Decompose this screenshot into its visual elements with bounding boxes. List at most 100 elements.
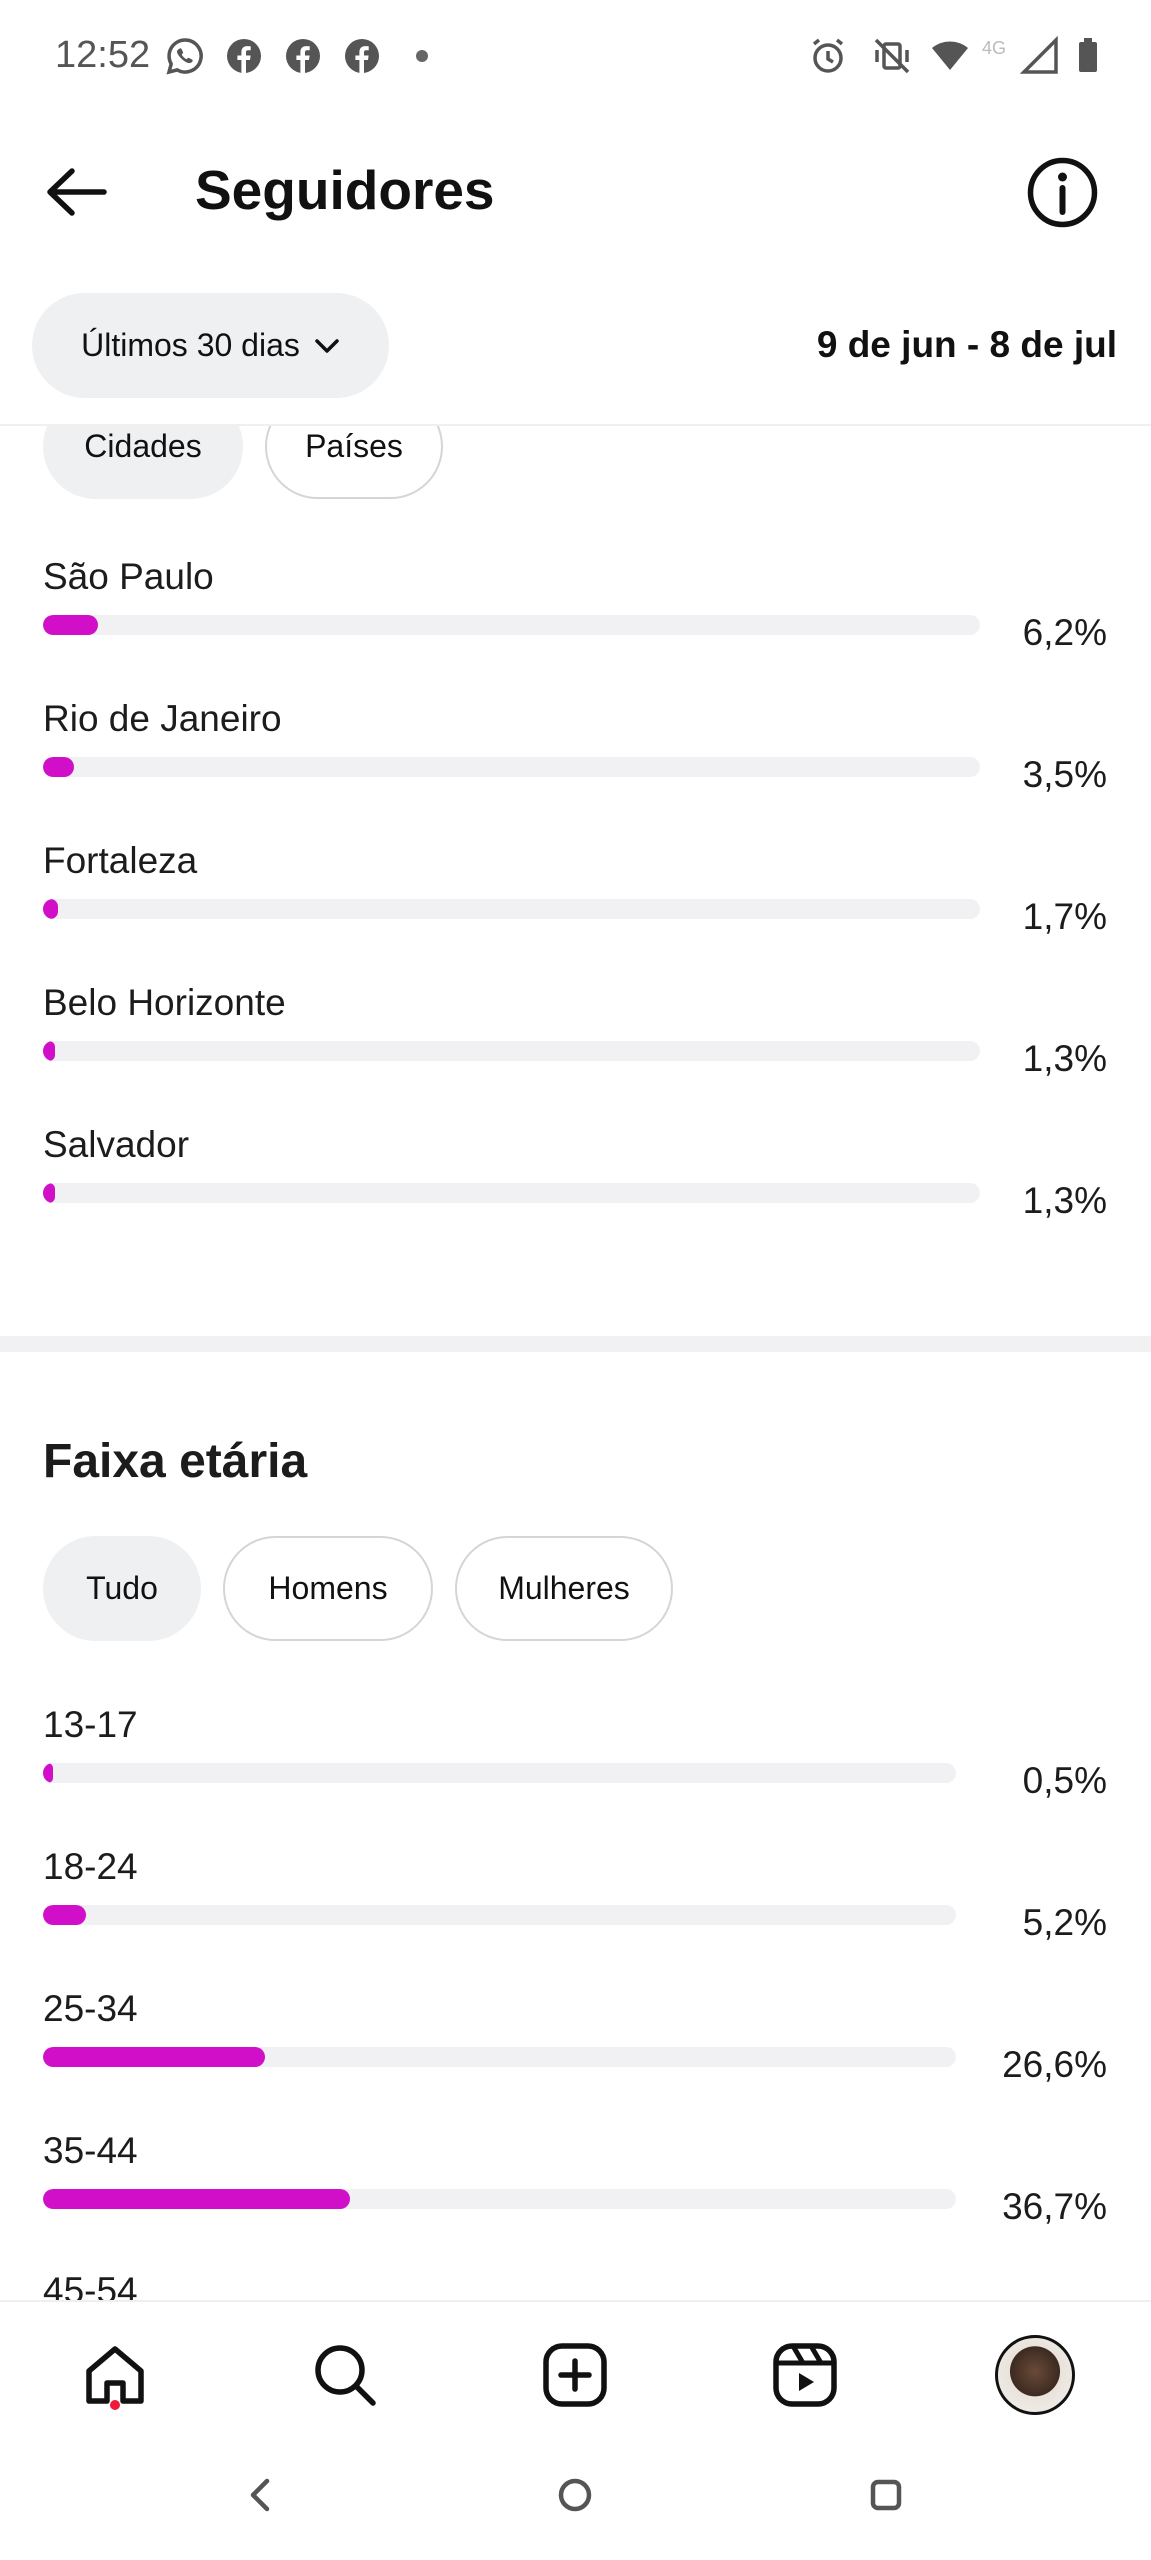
- notification-dot: [110, 2400, 120, 2410]
- facebook-icon: [345, 39, 379, 73]
- tab-mulheres[interactable]: Mulheres: [455, 1536, 673, 1641]
- status-time: 12:52: [55, 34, 151, 76]
- dot-icon: [416, 50, 428, 62]
- age-range-label: 13-17: [43, 1704, 138, 1745]
- progress-fill: [43, 2189, 350, 2209]
- age-range-label: 35-44: [43, 2130, 138, 2171]
- nav-profile[interactable]: [990, 2330, 1080, 2420]
- tab-homens[interactable]: Homens: [223, 1536, 433, 1641]
- nav-home[interactable]: [70, 2330, 160, 2420]
- reels-icon: [773, 2343, 837, 2407]
- percent-value: 1,3%: [1022, 1180, 1107, 1221]
- bottom-nav: [0, 2300, 1151, 2435]
- age-range-label: 25-34: [43, 1988, 138, 2029]
- home-icon: [86, 2346, 144, 2404]
- percent-value: 1,3%: [1022, 1038, 1107, 1079]
- nav-search[interactable]: [300, 2330, 390, 2420]
- battery-icon: [1079, 38, 1097, 72]
- divider: [0, 424, 1151, 426]
- age-range-label: 18-24: [43, 1846, 138, 1887]
- page-title: Seguidores: [195, 159, 495, 221]
- tab-label: Cidades: [84, 428, 202, 464]
- tab-cidades[interactable]: Cidades: [43, 426, 243, 499]
- city-label: Fortaleza: [43, 840, 198, 881]
- signal-4g-icon: [1020, 36, 1058, 74]
- list-item: Rio de Janeiro 3,5%: [0, 698, 1151, 838]
- progress-fill: [43, 899, 58, 919]
- progress-fill: [43, 757, 74, 777]
- back-button[interactable]: [36, 155, 116, 229]
- chevron-down-icon: [315, 338, 339, 353]
- nav-reels[interactable]: [760, 2330, 850, 2420]
- period-selector-label: Últimos 30 dias: [81, 327, 300, 363]
- whatsapp-icon: [166, 38, 203, 75]
- progress-track: [43, 899, 980, 919]
- section-divider: [0, 1336, 1151, 1352]
- age-range-label: 45-54: [43, 2270, 138, 2300]
- date-range: 9 de jun - 8 de jul: [816, 324, 1117, 365]
- section-title: Faixa etária: [43, 1435, 308, 1488]
- progress-track: [43, 615, 980, 635]
- percent-value: 3,5%: [1022, 754, 1107, 795]
- city-label: Belo Horizonte: [43, 982, 286, 1023]
- location-section: Cidades Países São Paulo 6,2% Rio de Jan…: [0, 426, 1151, 1336]
- list-item: Salvador 1,3%: [0, 1124, 1151, 1264]
- progress-fill: [43, 1041, 55, 1061]
- list-item: São Paulo 6,2%: [0, 556, 1151, 696]
- age-section: Faixa etária Tudo Homens Mulheres 13-17 …: [0, 1352, 1151, 2300]
- tab-paises[interactable]: Países: [265, 426, 443, 499]
- profile-avatar: [995, 2335, 1075, 2415]
- progress-track: [43, 1183, 980, 1203]
- progress-track: [43, 1905, 956, 1925]
- progress-track: [43, 1763, 956, 1783]
- list-item: 25-34 26,6%: [0, 1988, 1151, 2128]
- progress-track: [43, 757, 980, 777]
- tab-label: Países: [305, 428, 403, 464]
- tab-label: Mulheres: [498, 1570, 630, 1606]
- progress-fill: [43, 1763, 53, 1783]
- percent-value: 1,7%: [1022, 896, 1107, 937]
- list-item: Fortaleza 1,7%: [0, 840, 1151, 980]
- percent-value: 6,2%: [1022, 612, 1107, 653]
- search-icon: [315, 2345, 376, 2406]
- tab-tudo[interactable]: Tudo: [43, 1536, 201, 1641]
- wifi-icon: [932, 41, 968, 70]
- header: Seguidores: [0, 115, 1151, 265]
- arrow-left-icon: [47, 168, 107, 216]
- tab-label: Homens: [268, 1570, 388, 1606]
- list-item: 18-24 5,2%: [0, 1846, 1151, 1986]
- system-back-button[interactable]: [230, 2465, 290, 2525]
- progress-track: [43, 1041, 980, 1061]
- city-label: Salvador: [43, 1124, 190, 1165]
- progress-fill: [43, 1905, 86, 1925]
- system-home-button[interactable]: [545, 2465, 605, 2525]
- percent-value: 36,7%: [1002, 2186, 1107, 2227]
- status-bar: 12:52 4G: [0, 0, 1151, 115]
- info-icon[interactable]: [1025, 155, 1100, 230]
- city-label: Rio de Janeiro: [43, 698, 282, 739]
- back-triangle-icon: [250, 2478, 270, 2512]
- nav-create[interactable]: [530, 2330, 620, 2420]
- network-type-label: 4G: [982, 38, 1007, 58]
- tab-label: Tudo: [86, 1570, 158, 1606]
- create-post-icon: [543, 2343, 607, 2407]
- vibrate-off-icon: [874, 38, 910, 74]
- period-selector[interactable]: Últimos 30 dias: [32, 293, 389, 398]
- home-circle-icon: [558, 2478, 592, 2512]
- percent-value: 0,5%: [1022, 1760, 1107, 1801]
- system-nav: [0, 2435, 1151, 2560]
- list-item: 35-44 36,7%: [0, 2130, 1151, 2270]
- period-row: Últimos 30 dias 9 de jun - 8 de jul: [0, 290, 1151, 400]
- progress-fill: [43, 615, 98, 635]
- percent-value: 5,2%: [1022, 1902, 1107, 1943]
- alarm-icon: [812, 38, 844, 73]
- progress-fill: [43, 1183, 55, 1203]
- city-label: São Paulo: [43, 556, 214, 597]
- percent-value: 26,6%: [1002, 2044, 1107, 2085]
- recents-square-icon: [870, 2479, 902, 2511]
- facebook-icon: [286, 39, 320, 73]
- progress-track: [43, 2189, 956, 2209]
- list-item: Belo Horizonte 1,3%: [0, 982, 1151, 1122]
- list-item: 13-17 0,5%: [0, 1704, 1151, 1844]
- system-recents-button[interactable]: [856, 2465, 916, 2525]
